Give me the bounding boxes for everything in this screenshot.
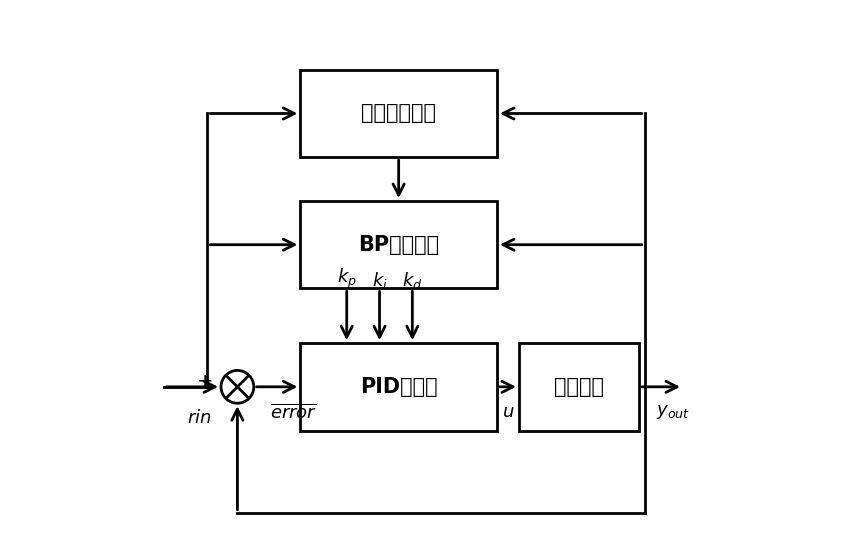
Text: PID控制器: PID控制器 [360,377,437,397]
Text: BP神经网络: BP神经网络 [358,235,440,255]
Text: $\overline{error}$: $\overline{error}$ [270,403,318,422]
Bar [300,201,497,289]
Text: $k_d$: $k_d$ [402,270,423,291]
Bar [300,70,497,157]
Text: $k_p$: $k_p$ [337,267,357,291]
Text: 鸻雀搜索算法: 鸻雀搜索算法 [361,103,436,124]
Bar [300,343,497,431]
Bar [519,343,639,431]
Text: $y_{out}$: $y_{out}$ [655,403,690,421]
Text: 控制对象: 控制对象 [554,377,604,397]
Text: $+$: $+$ [197,372,213,391]
Text: $k_i$: $k_i$ [371,270,388,291]
Text: $u$: $u$ [502,403,515,421]
Text: $rin$: $rin$ [187,408,211,427]
